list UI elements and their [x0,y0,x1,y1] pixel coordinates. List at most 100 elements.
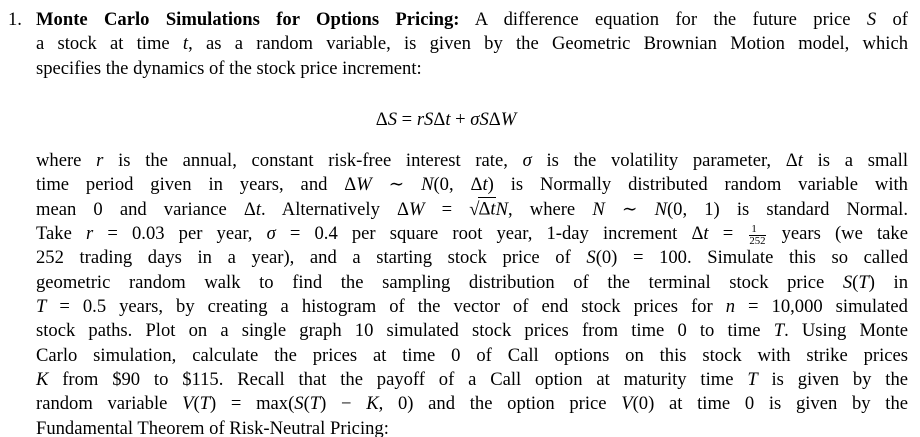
text-run: N [421,174,434,196]
text-run: (0, 1) is standard Normal. [666,198,908,220]
text-run: = [397,109,417,130]
text-run: , where [507,198,593,220]
text-run: = [424,198,470,220]
text-line: Carlo simulation, calculate the prices a… [36,344,908,368]
square-root: √Δt [469,197,496,220]
text-run: K [366,393,379,415]
text-run: N [495,198,508,220]
text-run: T [858,271,869,293]
text-run: ( [852,271,859,293]
text-run: of [876,9,909,30]
text-run: where [36,150,97,171]
text-run: t [445,109,451,130]
text-run: geometric random walk to find the sampli… [36,271,843,293]
paragraph-details: where r is the annual, constant risk-fre… [36,149,908,437]
text-run: S [294,393,304,415]
text-run: A difference equation for the future pri… [459,9,867,30]
text-run: ) in [868,271,908,293]
text-run: (0, Δ [433,174,483,196]
text-run: t [482,174,488,196]
text-run: is the volatility parameter, Δ [531,150,798,171]
fraction: 1 252 [749,222,766,247]
text-run: W [356,174,372,196]
text-line: stock paths. Plot on a single graph 10 s… [36,319,908,343]
text-run: T [773,320,785,342]
text-run: (0) = 100. Simulate this so called [595,247,908,269]
text-run: . Using Monte [784,320,908,342]
text-line: specifies the dynamics of the stock pric… [36,57,908,81]
text-line: geometric random walk to find the sampli… [36,271,908,295]
text-run: = 10,000 simulated [735,296,908,318]
text-run: S [866,9,877,30]
text-run: (0) at time 0 is given by the [632,393,908,415]
text-run: a stock at time [36,33,183,55]
text-run: ( [303,393,310,415]
text-line: random variable V(T) = max(S(T) − K, 0) … [36,392,908,416]
text-run: t [255,198,262,220]
text-run: ) is Normally distributed random variabl… [487,174,908,196]
text-run-group: A difference equation for the future pri… [459,9,908,30]
text-run: Δ [488,109,501,130]
text-run: Monte Carlo Simulations for Options Pric… [36,9,460,30]
text-run: Fundamental Theorem of Risk-Neutral Pric… [36,417,389,437]
text-run: N [654,198,667,220]
radical-sign: √ [469,198,480,220]
text-run: t [797,150,803,171]
text-run: K [36,369,49,391]
text-run: T [199,393,210,415]
text-run: t [703,223,709,245]
text-run: S [387,109,398,130]
text-line: a stock at time t, as a random variable,… [36,32,908,56]
text-run: T [36,296,47,318]
text-run: ∼ [604,198,655,220]
text-run: ( [193,393,200,415]
text-run: . Alternatively Δ [261,198,409,220]
text-run: years (we take [767,223,908,245]
item-number: 1. [8,9,22,30]
text-run: S [842,271,853,293]
text-run: σ [522,150,532,171]
text-run: + [450,109,471,130]
text-run: Δ [433,109,446,130]
text-run: n [725,296,735,318]
text-run: is the annual, constant risk-free intere… [103,150,523,171]
text-run: = 0.03 per year, [93,223,267,245]
text-line: mean 0 and variance Δt. Alternatively ΔW… [36,197,908,222]
text-run: mean 0 and variance Δ [36,198,256,220]
text-line: Fundamental Theorem of Risk-Neutral Pric… [36,417,908,437]
text-run: = 0.4 per square root year, 1-day increm… [275,223,704,245]
text-run: ) − [320,393,367,415]
paragraph-intro: Monte Carlo Simulations for Options Pric… [36,8,908,81]
text-run: r [86,223,94,245]
text-run: W [500,109,517,130]
text-run: t [490,198,496,220]
text-line: Take r = 0.03 per year, σ = 0.4 per squa… [36,222,908,247]
text-run: 252 trading days in a year), and a start… [36,247,587,269]
text-run: Δ [478,198,491,220]
text-run: , as a random variable, is given by the … [188,33,908,55]
text-run: Δ [375,109,388,130]
text-run: t [182,33,189,55]
text-run: stock paths. Plot on a single graph 10 s… [36,320,774,342]
text-line: time period given in years, and ΔW ∼ N(0… [36,173,908,197]
text-run: T [309,393,321,415]
text-run: , 0) and the option price [378,393,622,415]
text-line: Monte Carlo Simulations for Options Pric… [36,8,908,32]
text-run: V [182,393,194,415]
text-run: ) = max( [210,393,295,415]
text-run: random variable [36,393,183,415]
text-run: = [708,223,748,245]
text-run: V [621,393,633,415]
text-run: r [96,150,104,171]
text-run: ∼ [371,174,422,196]
text-run: σ [266,223,276,245]
text-line: T = 0.5 years, by creating a histogram o… [36,295,908,319]
text-line: where r is the annual, constant risk-fre… [36,149,908,173]
text-line: 252 trading days in a year), and a start… [36,246,908,270]
text-run: Carlo simulation, calculate the prices a… [36,344,908,366]
text-run: time period given in years, and Δ [36,174,357,196]
text-run: is given by the [757,369,908,391]
text-run: rS [416,109,434,130]
text-run: S [586,247,596,269]
text-run: = 0.5 years, by creating a histogram of … [46,296,726,318]
